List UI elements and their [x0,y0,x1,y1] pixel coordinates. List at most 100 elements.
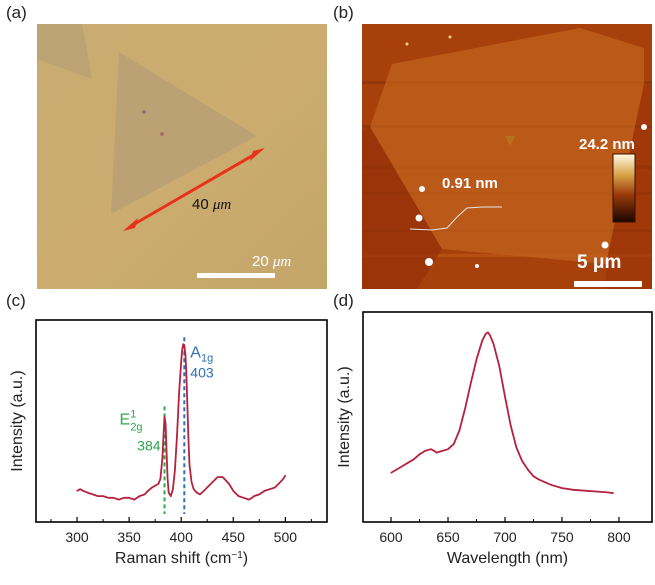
data-point [492,343,495,345]
data-point [188,464,191,466]
data-point [222,476,224,478]
double-arrow-icon [123,148,265,231]
optical-micrograph: 40 μm 20 μm [37,24,327,289]
data-point [166,452,168,454]
data-point [76,490,78,492]
data-point [164,422,167,425]
data-point [154,485,156,487]
data-point [407,462,409,464]
data-point [217,476,219,478]
data-point [504,396,506,398]
data-point [182,343,184,345]
data-point [532,475,535,477]
scalebar [197,273,275,278]
data-point [237,495,240,497]
data-point [396,468,398,471]
data-point [170,495,172,497]
data-point [159,478,161,480]
data-point [201,492,203,494]
data-point [430,448,432,450]
peak-label-A1g: A1g [190,344,213,364]
height-profile-line [409,206,502,231]
data-point [521,460,523,462]
data-point [163,416,166,418]
scan-streak [362,254,652,257]
data-point [178,391,180,394]
data-point [118,498,120,501]
data-point [263,490,266,492]
scalebar [574,281,642,287]
data-point [180,360,182,363]
particle [415,214,423,222]
data-point [538,479,540,481]
particle [419,186,425,192]
data-point [92,493,94,495]
peak-label-superscript: 1 [130,408,136,420]
data-point [470,382,472,384]
x-tick-label: 700 [493,529,517,545]
data-point [248,498,250,501]
colorbar-max-label: 24.2 nm [579,136,635,153]
arrow-length-unit: μm [212,197,232,213]
data-point [453,443,455,445]
x-tick-label: 650 [436,529,460,545]
data-point [193,488,195,490]
data-point [181,348,183,350]
data-point [79,488,81,490]
data-point [418,453,421,455]
arrow-length-label: 40 μm [192,196,231,214]
data-point [102,495,104,497]
data-point [279,481,281,483]
data-point [82,490,84,492]
afm-substrate-region [362,127,442,289]
data-point [606,491,609,493]
data-point [498,365,500,367]
x-tick-label: 500 [274,529,298,545]
data-point [489,335,491,337]
data-point [157,483,159,485]
data-point [162,435,165,437]
data-point [161,457,164,459]
arrow-length-value: 40 [192,196,209,213]
y-axis-label: Intensity (a.u.) [336,366,353,467]
data-point [424,450,426,452]
scalebar-label: 5 μm [577,252,622,273]
data-point [251,497,253,499]
data-point [436,451,438,454]
data-point [269,488,271,490]
data-point [206,486,208,489]
data-point [584,490,586,492]
data-point [282,478,284,480]
panel-label-b: (b) [333,3,354,22]
plot-frame [362,311,653,523]
data-point [97,495,99,497]
data-point [199,493,201,495]
y-axis-label: Intensity (a.u.) [9,370,26,471]
particle [448,35,452,39]
data-point [390,472,392,474]
data-point [253,495,255,497]
data-point [487,331,489,333]
data-point [475,358,478,361]
afm-flake [370,28,644,264]
small-flake [505,136,515,146]
data-point [441,450,443,452]
data-point [527,468,529,471]
peak-label-subscript: 1g [201,352,213,364]
data-point [572,489,574,491]
afm-image: 0.91 nm 24.2 nm 5 μm [362,24,652,289]
data-point [86,492,89,494]
peak-label-subscript: 2g [130,421,142,433]
spectrum-line [76,343,287,501]
particle [425,258,433,266]
data-point [211,481,214,483]
data-point [185,374,187,376]
particle [160,132,164,136]
data-point [232,490,234,492]
data-point [464,407,466,410]
x-tick-label: 450 [222,529,246,545]
x-tick-label: 600 [379,529,403,545]
data-point [184,353,186,356]
data-point [225,479,227,482]
